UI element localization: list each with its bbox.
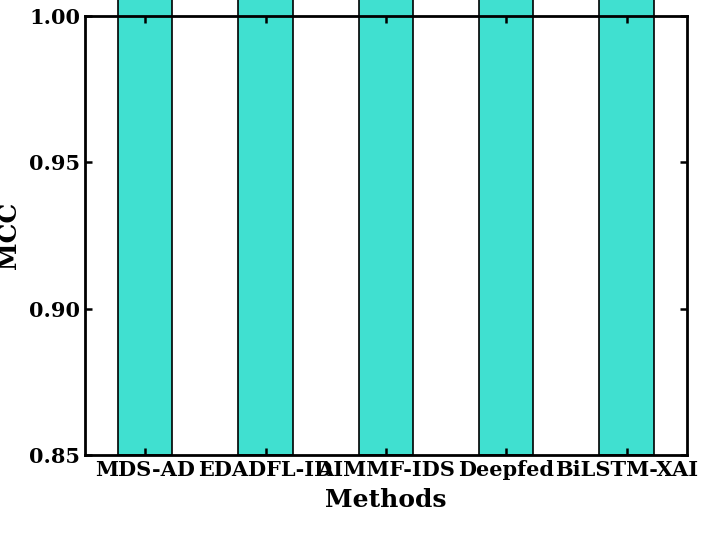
- Bar: [479, 0, 533, 455]
- Bar: [239, 0, 292, 455]
- Bar: [359, 0, 413, 455]
- Bar: [118, 0, 172, 455]
- Bar: [600, 0, 653, 455]
- X-axis label: Methods: Methods: [325, 488, 447, 512]
- Y-axis label: MCC: MCC: [0, 202, 21, 269]
